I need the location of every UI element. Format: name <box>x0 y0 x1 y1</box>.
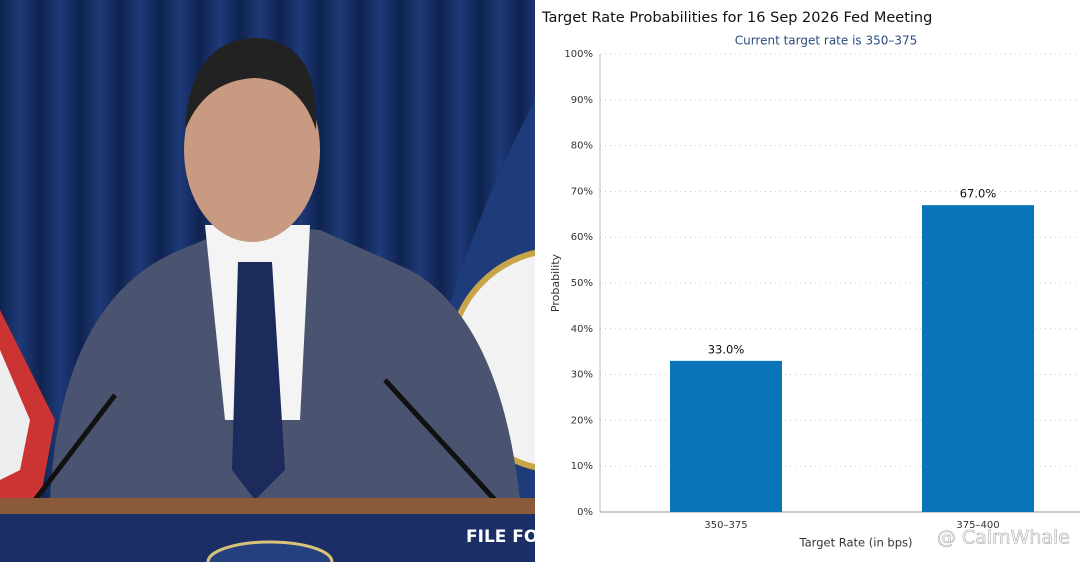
y-tick-label: 80% <box>571 141 593 152</box>
watermark: @ CalmWhale <box>937 527 1070 549</box>
y-tick-label: 40% <box>571 324 593 335</box>
y-tick-label: 10% <box>571 461 593 472</box>
chart-subtitle: Current target rate is 350–375 <box>735 34 918 48</box>
photo: FILE FO <box>0 0 673 562</box>
y-tick-label: 0% <box>577 507 593 518</box>
x-tick-label: 350–375 <box>704 520 747 531</box>
microphone <box>383 378 497 502</box>
value-label: 67.0% <box>960 187 997 201</box>
chart-title: Target Rate Probabilities for 16 Sep 202… <box>541 10 932 26</box>
face <box>184 58 320 242</box>
flag-stripe <box>0 350 30 480</box>
y-axis-label: Probability <box>549 253 562 312</box>
y-tick-label: 70% <box>571 186 593 197</box>
podium-top <box>0 498 535 514</box>
x-axis-label: Target Rate (in bps) <box>799 536 913 550</box>
chart: Target Rate Probabilities for 16 Sep 202… <box>541 10 1080 550</box>
bar <box>670 360 782 512</box>
y-tick-label: 30% <box>571 370 593 381</box>
y-tick-label: 20% <box>571 415 593 426</box>
y-tick-label: 60% <box>571 232 593 243</box>
y-tick-label: 50% <box>571 278 593 289</box>
podium-seal <box>206 540 334 562</box>
tie <box>232 262 285 500</box>
y-tick-label: 90% <box>571 95 593 106</box>
hair <box>185 38 317 130</box>
microphone <box>33 393 117 502</box>
podium-text: FILE FO <box>466 527 538 547</box>
bar <box>922 205 1034 512</box>
value-label: 33.0% <box>708 342 745 356</box>
x-tick-label: 375–400 <box>956 520 999 531</box>
y-tick-label: 100% <box>564 49 593 60</box>
